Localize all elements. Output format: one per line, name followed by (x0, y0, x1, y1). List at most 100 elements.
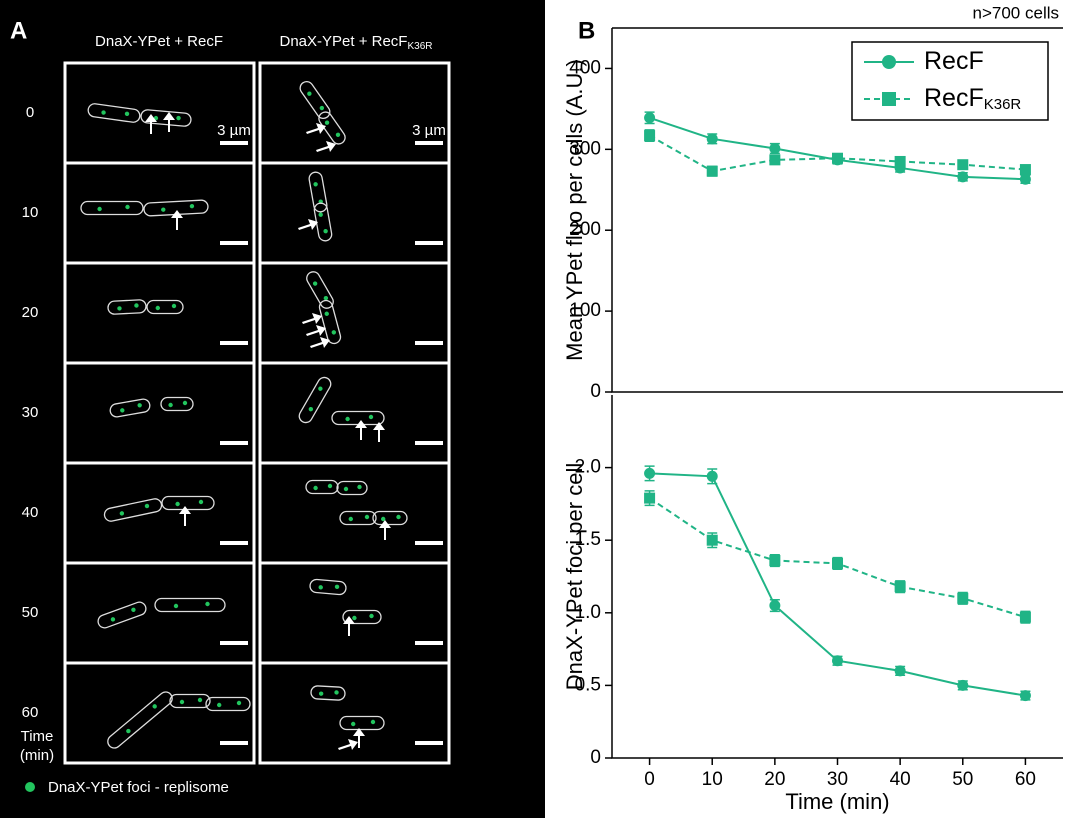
y-tick-label: 0 (590, 747, 601, 768)
focus (236, 700, 242, 706)
image-frame (63, 661, 256, 765)
cell-outline (318, 111, 346, 145)
column-header: DnaX-YPet + RecF (95, 33, 223, 50)
focus (131, 607, 136, 612)
time-label: 10 (22, 204, 39, 221)
marker (882, 92, 896, 106)
cell-outline (308, 171, 328, 213)
cell (306, 271, 334, 309)
x-tick-label: 60 (1015, 769, 1036, 790)
cell-outline (205, 696, 251, 712)
marker (894, 665, 906, 677)
focus (318, 585, 323, 590)
x-tick-label: 50 (952, 769, 973, 790)
cell-outline (310, 685, 346, 701)
focus (327, 483, 333, 489)
focus (205, 601, 210, 607)
cell (160, 396, 194, 412)
y-tick-label: 0 (590, 381, 601, 402)
marker (706, 534, 718, 546)
y-tick-label: 400 (569, 57, 601, 78)
marker (1019, 173, 1031, 185)
focus (324, 120, 330, 125)
cell-outline (140, 109, 192, 127)
cell-outline (336, 480, 368, 496)
panel-label: B (578, 17, 595, 44)
focus (217, 702, 222, 708)
focus (189, 203, 195, 209)
focus (97, 206, 102, 212)
focus (101, 110, 106, 115)
panel-a-background (0, 0, 545, 818)
focus (331, 330, 337, 335)
marker (644, 467, 656, 479)
cell (298, 376, 332, 424)
arrow (355, 420, 367, 440)
focus (117, 306, 122, 311)
focus (168, 402, 173, 408)
cell (299, 80, 331, 120)
focus (125, 204, 130, 210)
focus (319, 105, 325, 111)
cell-outline (154, 597, 226, 613)
legend-label: RecFK36R (924, 84, 1021, 113)
time-label: 60 (22, 704, 39, 721)
focus (198, 499, 204, 505)
cell (103, 498, 163, 522)
focus (381, 516, 386, 522)
arrow (373, 422, 385, 442)
arrow (302, 313, 322, 324)
focus (126, 728, 131, 734)
annotation: n>700 cells (973, 3, 1059, 22)
y-tick-label: 200 (569, 219, 601, 240)
focus (197, 697, 203, 703)
marker (832, 655, 843, 667)
header-subscript: K36R (407, 41, 432, 52)
time-label: 0 (26, 104, 34, 121)
cell (169, 693, 211, 709)
focus (124, 111, 130, 117)
cell (372, 510, 408, 526)
cell (146, 299, 184, 315)
cell (318, 111, 346, 145)
cell-outline (146, 299, 184, 315)
cell-outline (305, 479, 339, 495)
cell-outline (160, 396, 194, 412)
focus (120, 408, 125, 413)
focus (176, 115, 181, 121)
marker (957, 679, 969, 691)
legend-dot (25, 782, 35, 792)
y-axis-label: Mean YPet fluo per cells (A.U.) (562, 59, 587, 361)
arrow (338, 739, 358, 750)
cell (310, 685, 346, 701)
focus (323, 295, 329, 301)
marker (957, 159, 969, 171)
cell-outline (339, 510, 377, 526)
arrow (306, 123, 326, 134)
focus (351, 721, 356, 727)
arrow (316, 141, 336, 152)
marker (706, 165, 718, 177)
focus (137, 403, 142, 408)
focus (323, 228, 328, 234)
cell (97, 601, 147, 629)
time-axis-label: (min) (20, 747, 54, 764)
focus (134, 303, 139, 308)
marker (894, 581, 906, 593)
legend-name: RecF (924, 84, 984, 112)
cell-outline (97, 601, 147, 629)
marker (769, 555, 781, 567)
focus (179, 699, 185, 705)
legend-label: RecF (924, 47, 984, 75)
x-tick-label: 30 (827, 769, 848, 790)
cell (318, 299, 342, 345)
cell (308, 171, 328, 213)
x-tick-label: 40 (890, 769, 911, 790)
y-tick-label: 0.5 (575, 674, 601, 695)
marker (706, 470, 718, 482)
cell-outline (372, 510, 408, 526)
scale-bar-label: 3 µm (217, 122, 251, 139)
arrow (179, 506, 191, 526)
legend-subscript: K36R (984, 96, 1022, 113)
